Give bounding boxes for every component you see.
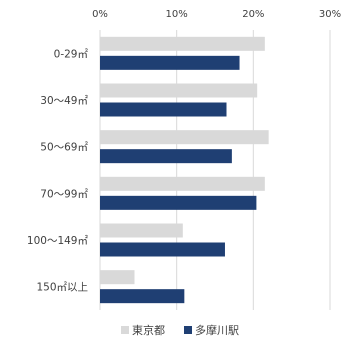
category-label: 0-29㎡ [54, 48, 89, 60]
bars [100, 36, 269, 304]
bar [100, 270, 135, 285]
bar [100, 242, 225, 257]
bar [100, 176, 265, 191]
legend-label-tamagawa: 多摩川駅 [195, 323, 239, 337]
category-label: 100～149㎡ [27, 235, 89, 247]
category-label: 30～49㎡ [40, 95, 88, 107]
bar [100, 55, 240, 70]
bar [100, 195, 257, 210]
legend-label-tokyo: 東京都 [132, 323, 165, 337]
x-tick-label: 10% [166, 9, 188, 20]
category-label: 70～99㎡ [40, 188, 88, 200]
legend-swatch-tamagawa [184, 326, 192, 334]
x-tick-label: 20% [242, 9, 264, 20]
gridlines [99, 30, 331, 310]
category-label: 150㎡以上 [36, 282, 88, 294]
bar [100, 130, 269, 145]
x-axis-tick-labels: 0% 10% 20% 30% [92, 9, 341, 20]
bar [100, 83, 258, 98]
bar [100, 102, 227, 117]
bar [100, 36, 265, 51]
category-labels: 0-29㎡ 30～49㎡ 50～69㎡ 70～99㎡ 100～149㎡ 150㎡以上 [27, 48, 89, 293]
x-tick-label: 30% [319, 9, 341, 20]
bar [100, 289, 185, 304]
legend-swatch-tokyo [121, 326, 129, 334]
bar [100, 149, 232, 164]
bar [100, 223, 183, 238]
category-label: 50～69㎡ [40, 142, 88, 154]
legend: 東京都 多摩川駅 [121, 323, 239, 337]
x-tick-label: 0% [92, 9, 108, 20]
